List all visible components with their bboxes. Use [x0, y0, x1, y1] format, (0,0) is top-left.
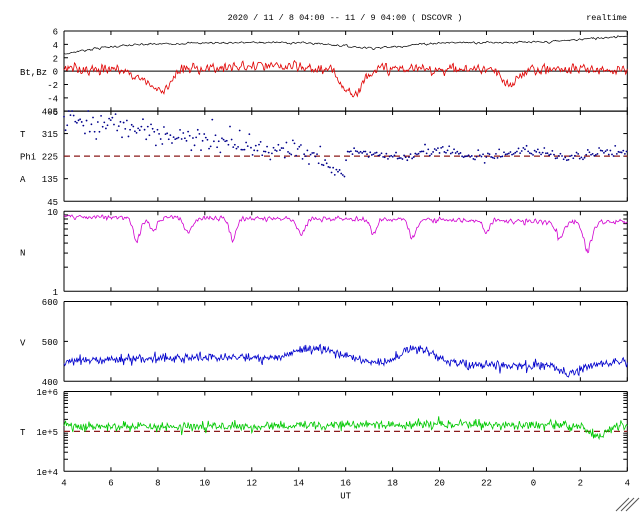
svg-text:A: A: [20, 175, 26, 185]
svg-text:realtime: realtime: [586, 13, 627, 23]
svg-text:405: 405: [42, 108, 58, 118]
svg-text:Phi: Phi: [20, 153, 36, 163]
svg-text:N: N: [20, 248, 25, 258]
svg-text:20: 20: [434, 478, 445, 488]
svg-text:135: 135: [42, 175, 58, 185]
svg-text:6: 6: [53, 28, 58, 38]
svg-text:4: 4: [53, 41, 58, 51]
svg-text:Bt,Bz: Bt,Bz: [20, 68, 47, 78]
svg-text:18: 18: [387, 478, 398, 488]
svg-text:-2: -2: [47, 81, 58, 91]
svg-text:45: 45: [47, 198, 58, 208]
svg-text:1e+6: 1e+6: [36, 388, 58, 398]
svg-text:T: T: [20, 130, 26, 140]
svg-text:-4: -4: [47, 94, 58, 104]
svg-text:12: 12: [246, 478, 257, 488]
svg-text:225: 225: [42, 153, 58, 163]
svg-text:16: 16: [340, 478, 351, 488]
svg-text:6: 6: [108, 478, 113, 488]
svg-text:1: 1: [53, 288, 58, 298]
svg-text:2: 2: [578, 478, 583, 488]
svg-text:T: T: [20, 428, 26, 438]
svg-text:600: 600: [42, 298, 58, 308]
svg-text:10: 10: [199, 478, 210, 488]
svg-text:14: 14: [293, 478, 304, 488]
svg-text:UT: UT: [340, 491, 351, 501]
svg-text:1e+4: 1e+4: [36, 468, 58, 478]
svg-text:2020 / 11 / 8 04:00 -- 11 /: 2020 / 11 / 8 04:00 -- 11 / 9 04:00 ( DS…: [228, 13, 463, 23]
svg-text:500: 500: [42, 338, 58, 348]
svg-text:4: 4: [625, 478, 630, 488]
svg-text:315: 315: [42, 130, 58, 140]
svg-text:2: 2: [53, 54, 58, 64]
svg-text:22: 22: [481, 478, 492, 488]
svg-text:4: 4: [61, 478, 66, 488]
svg-text:0: 0: [53, 68, 58, 78]
svg-text:1e+5: 1e+5: [36, 428, 58, 438]
svg-text:0: 0: [531, 478, 536, 488]
svg-text:8: 8: [155, 478, 160, 488]
svg-text:400: 400: [42, 378, 58, 388]
svg-text:V: V: [20, 338, 26, 348]
svg-text:10: 10: [47, 208, 58, 218]
